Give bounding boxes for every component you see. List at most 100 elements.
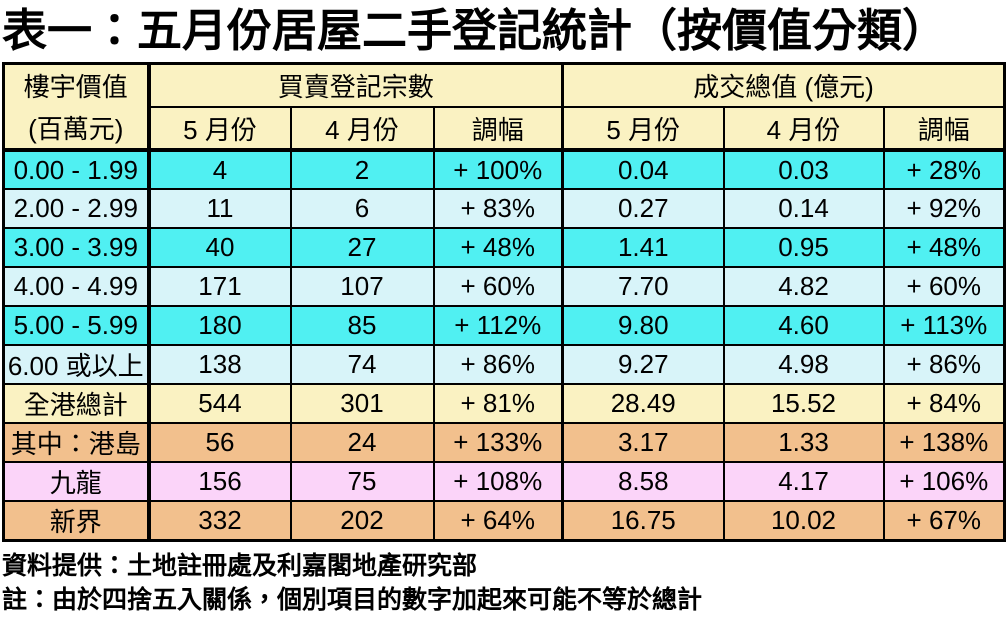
table-body: 0.00 - 1.99 4 2 + 100% 0.04 0.03 + 28% 2…	[2, 149, 1006, 542]
cell-may-val: 9.80	[561, 305, 725, 346]
table-row: 2.00 - 2.99 11 6 + 83% 0.27 0.14 + 92%	[2, 188, 1006, 229]
cell-may-reg: 40	[147, 227, 292, 268]
row-label: 其中：港島	[2, 422, 151, 463]
cell-may-val: 7.70	[561, 266, 725, 307]
cell-apr-val: 10.02	[722, 500, 885, 542]
cell-reg-change: + 60%	[432, 266, 564, 307]
cell-may-reg: 171	[147, 266, 292, 307]
cell-val-change: + 60%	[882, 266, 1006, 307]
cell-apr-val: 15.52	[722, 383, 885, 424]
cell-apr-reg: 24	[289, 422, 435, 463]
cell-reg-change: + 112%	[432, 305, 564, 346]
stats-table: 樓宇價值 (百萬元) 買賣登記宗數 成交總值 (億元) 5 月份 4 月份 調幅…	[2, 62, 1006, 542]
cell-may-reg: 11	[147, 188, 292, 229]
cell-may-reg: 56	[147, 422, 292, 463]
table-row-kowloon: 九龍 156 75 + 108% 8.58 4.17 + 106%	[2, 461, 1006, 502]
corner-header-lines: 樓宇價值 (百萬元)	[6, 65, 145, 146]
cell-may-val: 28.49	[561, 383, 725, 424]
row-label: 新界	[2, 500, 151, 542]
table-row-hk-island: 其中：港島 56 24 + 133% 3.17 1.33 + 138%	[2, 422, 1006, 463]
table-row: 0.00 - 1.99 4 2 + 100% 0.04 0.03 + 28%	[2, 149, 1006, 190]
cell-val-change: + 67%	[882, 500, 1006, 542]
row-label: 0.00 - 1.99	[2, 149, 151, 190]
cell-reg-change: + 100%	[432, 149, 564, 190]
row-label: 5.00 - 5.99	[2, 305, 151, 346]
cell-apr-val: 4.98	[722, 344, 885, 385]
subheader-change-reg: 調幅	[432, 106, 564, 152]
subheader-change-val: 調幅	[882, 106, 1006, 152]
cell-apr-val: 4.17	[722, 461, 885, 502]
cell-apr-val: 0.14	[722, 188, 885, 229]
cell-reg-change: + 64%	[432, 500, 564, 542]
table-row-total: 全港總計 544 301 + 81% 28.49 15.52 + 84%	[2, 383, 1006, 424]
cell-may-reg: 138	[147, 344, 292, 385]
cell-may-reg: 332	[147, 500, 292, 542]
cell-apr-reg: 301	[289, 383, 435, 424]
corner-header-line2: (百萬元)	[28, 113, 124, 144]
table-header: 樓宇價值 (百萬元) 買賣登記宗數 成交總值 (億元) 5 月份 4 月份 調幅…	[2, 62, 1006, 152]
cell-reg-change: + 81%	[432, 383, 564, 424]
cell-apr-val: 4.82	[722, 266, 885, 307]
cell-may-reg: 544	[147, 383, 292, 424]
row-label: 3.00 - 3.99	[2, 227, 151, 268]
row-label: 九龍	[2, 461, 151, 502]
table-row: 5.00 - 5.99 180 85 + 112% 9.80 4.60 + 11…	[2, 305, 1006, 346]
cell-apr-reg: 27	[289, 227, 435, 268]
cell-apr-val: 0.03	[722, 149, 885, 190]
row-label: 4.00 - 4.99	[2, 266, 151, 307]
cell-reg-change: + 108%	[432, 461, 564, 502]
cell-reg-change: + 83%	[432, 188, 564, 229]
cell-val-change: + 48%	[882, 227, 1006, 268]
row-label: 6.00 或以上	[2, 344, 151, 385]
rounding-note: 註：由於四捨五入關係，個別項目的數字加起來可能不等於總計	[2, 586, 703, 614]
cell-may-val: 8.58	[561, 461, 725, 502]
cell-val-change: + 113%	[882, 305, 1006, 346]
cell-apr-reg: 85	[289, 305, 435, 346]
cell-val-change: + 86%	[882, 344, 1006, 385]
cell-may-val: 16.75	[561, 500, 725, 542]
cell-apr-val: 4.60	[722, 305, 885, 346]
row-label: 2.00 - 2.99	[2, 188, 151, 229]
table-row: 3.00 - 3.99 40 27 + 48% 1.41 0.95 + 48%	[2, 227, 1006, 268]
cell-val-change: + 84%	[882, 383, 1006, 424]
group-header-registrations: 買賣登記宗數	[147, 62, 564, 109]
cell-val-change: + 106%	[882, 461, 1006, 502]
cell-reg-change: + 86%	[432, 344, 564, 385]
footer: 資料提供：土地註冊處及利嘉閣地產研究部 註：由於四捨五入關係，個別項目的數字加起…	[2, 549, 1006, 617]
cell-may-reg: 180	[147, 305, 292, 346]
cell-may-val: 1.41	[561, 227, 725, 268]
cell-apr-reg: 6	[289, 188, 435, 229]
corner-header-line1: 樓宇價值	[23, 72, 128, 103]
table-row: 4.00 - 4.99 171 107 + 60% 7.70 4.82 + 60…	[2, 266, 1006, 307]
cell-may-val: 0.04	[561, 149, 725, 190]
cell-reg-change: + 133%	[432, 422, 564, 463]
corner-header-building-value: 樓宇價值 (百萬元)	[2, 62, 151, 152]
subheader-may-val: 5 月份	[561, 106, 725, 152]
table-row-new-territories: 新界 332 202 + 64% 16.75 10.02 + 67%	[2, 500, 1006, 542]
sub-header-row: 5 月份 4 月份 調幅 5 月份 4 月份 調幅	[4, 106, 1006, 152]
group-header-total-value: 成交總值 (億元)	[561, 62, 1006, 109]
subheader-apr-reg: 4 月份	[289, 106, 435, 152]
cell-apr-reg: 75	[289, 461, 435, 502]
cell-may-val: 0.27	[561, 188, 725, 229]
cell-reg-change: + 48%	[432, 227, 564, 268]
table-row: 6.00 或以上 138 74 + 86% 9.27 4.98 + 86%	[2, 344, 1006, 385]
group-header-row: 樓宇價值 (百萬元) 買賣登記宗數 成交總值 (億元)	[2, 62, 1006, 152]
cell-apr-reg: 2	[289, 149, 435, 190]
cell-val-change: + 28%	[882, 149, 1006, 190]
cell-may-val: 3.17	[561, 422, 725, 463]
cell-val-change: + 138%	[882, 422, 1006, 463]
row-label: 全港總計	[2, 383, 151, 424]
page-title: 表一：五月份居屋二手登記統計（按價值分類）	[2, 5, 948, 56]
cell-may-val: 9.27	[561, 344, 725, 385]
subheader-apr-val: 4 月份	[722, 106, 885, 152]
cell-val-change: + 92%	[882, 188, 1006, 229]
cell-may-reg: 156	[147, 461, 292, 502]
cell-may-reg: 4	[147, 149, 292, 190]
subheader-may-reg: 5 月份	[147, 106, 292, 152]
cell-apr-reg: 107	[289, 266, 435, 307]
cell-apr-val: 0.95	[722, 227, 885, 268]
data-source-note: 資料提供：土地註冊處及利嘉閣地產研究部	[2, 552, 478, 580]
cell-apr-reg: 74	[289, 344, 435, 385]
